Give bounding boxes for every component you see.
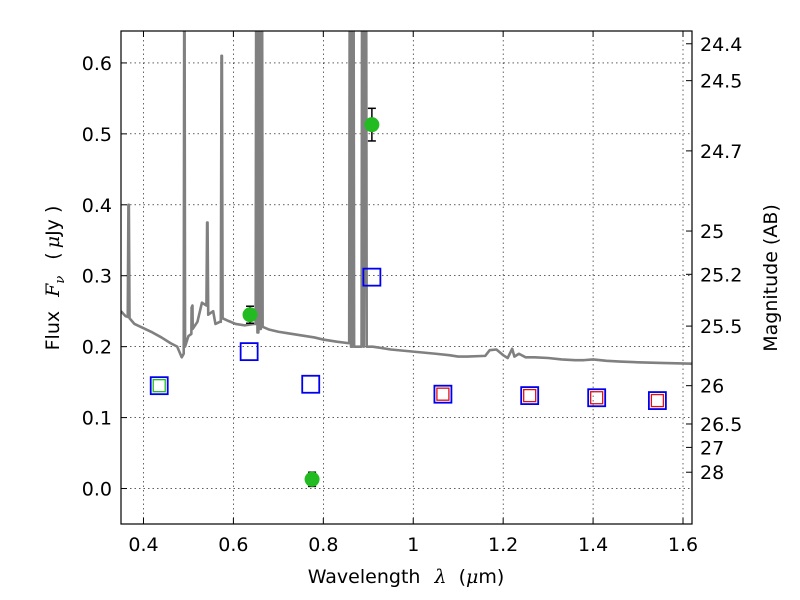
axis-ticks: 0.4 0.6 0.8 1 1.2 1.4 1.6 0.0 0.1 0.2 0.3 0.4 0.5 0.6… bbox=[82, 31, 742, 556]
x-axis-label-unit-close: m) bbox=[478, 566, 504, 588]
filter-flux-marker bbox=[590, 391, 604, 405]
y2-tick-label: 24.7 bbox=[700, 141, 742, 163]
model-flux-marker bbox=[647, 391, 667, 410]
x-tick-label: 1.4 bbox=[578, 534, 608, 556]
y-axis-label-unit-mu: μ bbox=[42, 236, 64, 248]
x-axis-label-unit-open: ( bbox=[459, 566, 466, 588]
y-axis-label-text: Flux bbox=[42, 311, 64, 351]
filter-flux-marker bbox=[650, 393, 665, 408]
model-spectrum bbox=[121, 31, 692, 365]
y-tick-label: 0.1 bbox=[82, 408, 112, 430]
x-axis-label-text: Wavelength bbox=[308, 566, 421, 588]
filter-flux-marker bbox=[152, 379, 166, 393]
y2-tick-label: 25.2 bbox=[700, 264, 742, 286]
y-tick-label: 0.5 bbox=[82, 124, 112, 146]
x-tick-label: 1 bbox=[407, 534, 419, 556]
photometry-point bbox=[242, 307, 258, 323]
filter-flux-marker bbox=[436, 387, 450, 401]
photometry-point bbox=[364, 117, 380, 133]
grid bbox=[121, 31, 692, 524]
y-axis-label-symbol: F bbox=[42, 283, 64, 298]
x-tick-label: 0.8 bbox=[308, 534, 338, 556]
y-tick-label: 0.0 bbox=[82, 479, 112, 501]
model-flux-marker bbox=[301, 374, 321, 394]
x-axis-label-symbol: λ bbox=[433, 566, 446, 588]
plot-frame bbox=[120, 30, 693, 525]
x-tick-label: 1.2 bbox=[488, 534, 518, 556]
model-flux-marker bbox=[520, 386, 540, 406]
y2-tick-label: 26.5 bbox=[700, 414, 742, 436]
y2-tick-label: 28 bbox=[700, 462, 724, 484]
model-flux-marker bbox=[149, 376, 169, 396]
y-tick-label: 0.6 bbox=[82, 53, 112, 75]
y-tick-label: 0.2 bbox=[82, 337, 112, 359]
x-tick-label: 1.6 bbox=[668, 534, 698, 556]
model-spectrum-line bbox=[121, 31, 692, 365]
y-axis-label-unit-close: Jy ) bbox=[42, 206, 64, 237]
x-tick-label: 0.4 bbox=[128, 534, 158, 556]
y2-tick-label: 24.4 bbox=[700, 34, 742, 56]
y-axis-label-symbol-sub: ν bbox=[53, 276, 68, 284]
y-tick-label: 0.4 bbox=[82, 195, 112, 217]
model-flux-marker bbox=[433, 384, 453, 404]
x-tick-label: 0.6 bbox=[218, 534, 248, 556]
y2-tick-label: 27 bbox=[700, 437, 724, 459]
y2-tick-label: 25.5 bbox=[700, 316, 742, 338]
photometry-markers bbox=[149, 107, 667, 488]
filter-flux-marker bbox=[523, 388, 537, 403]
x-axis-label-unit-mu: μ bbox=[466, 566, 478, 588]
y-axis-label: Flux Fν ( μJy ) bbox=[42, 206, 69, 351]
x-axis-label: Wavelength λ (μm) bbox=[308, 566, 505, 588]
y2-tick-label: 24.5 bbox=[700, 71, 742, 93]
model-flux-marker bbox=[587, 388, 607, 408]
photometry-point bbox=[304, 471, 320, 487]
model-flux-marker bbox=[239, 342, 259, 362]
y2-axis-label: Magnitude (AB) bbox=[760, 204, 782, 352]
y-tick-label: 0.3 bbox=[82, 266, 112, 288]
y2-tick-label: 25 bbox=[700, 221, 724, 243]
model-flux-marker bbox=[362, 267, 382, 287]
y-axis-label-unit-open: ( bbox=[42, 252, 64, 259]
y2-tick-label: 26 bbox=[700, 376, 724, 398]
